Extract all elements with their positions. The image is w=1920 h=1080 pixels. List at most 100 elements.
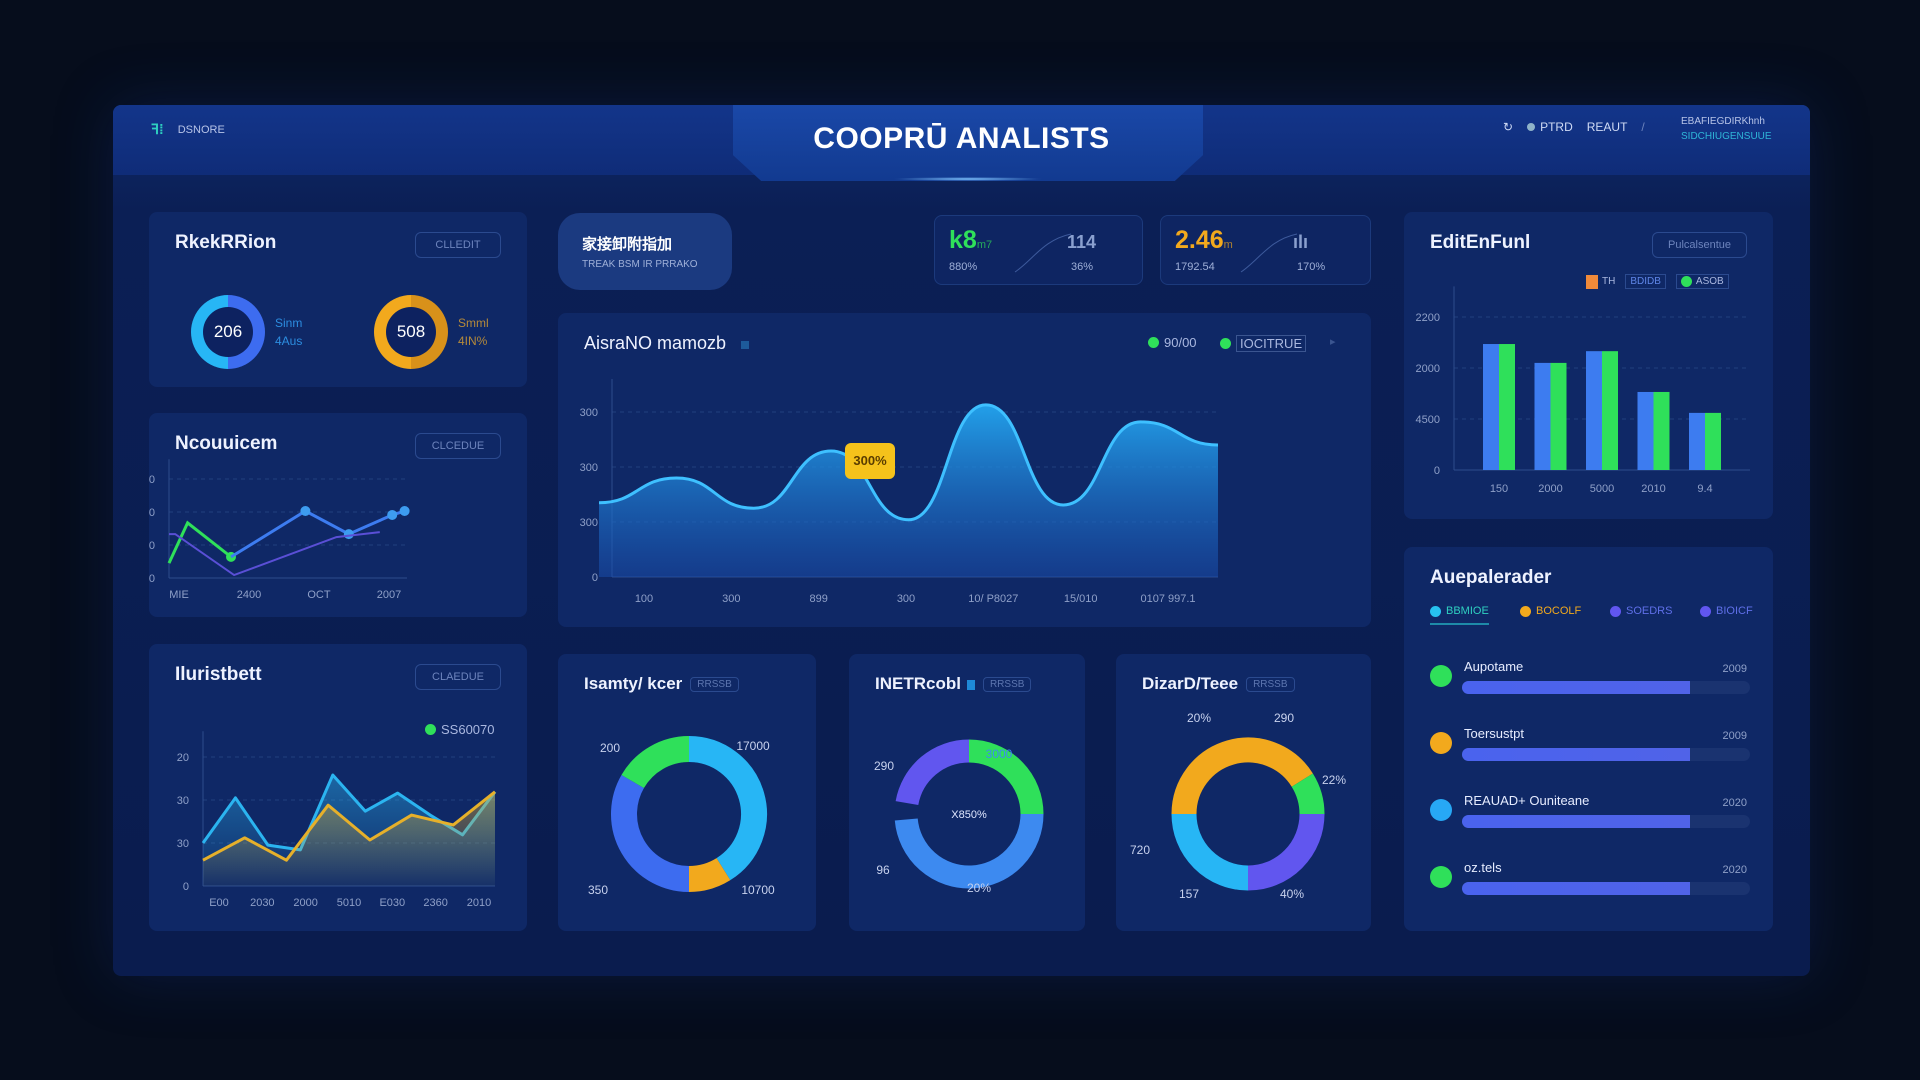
summary-card[interactable]: 家接卸附指加 TREAK BSM IR PRRAKO [558, 213, 732, 290]
gauges-panel: RkekRRion CLLEDIT 206 Sinm 4Aus 508 Smml 4IN% [149, 212, 527, 387]
donut-slice[interactable] [1171, 813, 1249, 891]
panel-button[interactable]: CLCEDUE [415, 433, 501, 459]
item-value: 2020 [1722, 797, 1747, 809]
status-text: PTRD [1540, 120, 1573, 134]
legend-dot-icon [425, 724, 436, 735]
gauge-sub-label: 4Aus [275, 334, 303, 348]
donut-label: 22% [1322, 773, 1346, 787]
item-value: 2009 [1722, 663, 1747, 675]
legend-item-1[interactable]: 90/00 [1148, 335, 1197, 350]
x-tick-label: 15/010 [1064, 593, 1098, 605]
bar[interactable] [1689, 412, 1705, 470]
donut-slice[interactable] [1247, 813, 1325, 891]
donut-label: 10700 [741, 883, 775, 897]
panel-badge[interactable]: RRSSB [982, 677, 1032, 693]
donut-slice[interactable] [1291, 773, 1325, 815]
area-fill [599, 404, 1218, 577]
reset-button[interactable]: REAUT [1586, 120, 1628, 134]
kpi-side-subtext: 36% [1071, 261, 1094, 273]
bar[interactable] [1637, 391, 1654, 470]
donut-label: 290 [1274, 711, 1294, 725]
data-point[interactable] [300, 506, 311, 517]
list-item[interactable]: REAUAD+ Ouniteane 2020 [1404, 793, 1773, 853]
data-point[interactable] [343, 529, 354, 540]
bar[interactable] [1499, 344, 1515, 470]
page-title: COOPRŪ ANALISTS [813, 122, 1110, 155]
legend-label: TH [1602, 276, 1616, 287]
bar[interactable] [1653, 391, 1670, 470]
tab-dot-icon [1610, 605, 1621, 617]
list-item[interactable]: Aupotame 2009 [1404, 659, 1773, 719]
info-icon[interactable] [741, 341, 750, 349]
x-tick-label: 2360 [423, 897, 447, 909]
legend-item[interactable]: TH [1586, 274, 1615, 289]
donut-panel-1: Isamty/ kcer RRSSB 200 17000 350 10700 [558, 654, 816, 931]
donut-slice[interactable] [895, 739, 970, 806]
kpi-sparkline [1240, 233, 1298, 273]
tab-label: BBMIOE [1446, 605, 1489, 617]
logo[interactable]: ꟻ⁞ DSNORE [151, 121, 225, 138]
y-tick-label: 0 [592, 572, 598, 584]
y-tick-label: 4500 [1416, 414, 1440, 426]
tab-label: BIOICF [1716, 605, 1753, 617]
panel-edit-button[interactable]: CLLEDIT [415, 232, 501, 258]
refresh-icon[interactable]: ↻ [1503, 120, 1514, 134]
panel-badge[interactable]: RRSSB [690, 677, 739, 693]
x-tick-label: 2030 [250, 897, 274, 909]
kpi-sparkline [1014, 233, 1072, 273]
bar[interactable] [1705, 412, 1721, 470]
donut-slice[interactable] [1171, 737, 1313, 815]
donut-slice[interactable] [688, 736, 767, 881]
bar[interactable] [1550, 362, 1567, 470]
gauge-labels: Sinm 4Aus [275, 314, 302, 350]
filter-tab[interactable]: BBMIOE [1430, 605, 1489, 625]
list-item[interactable]: oz.tels 2020 [1404, 860, 1773, 920]
bar[interactable] [1483, 344, 1499, 470]
legend-item[interactable]: BDIDB [1625, 274, 1666, 289]
x-tick-label: 5010 [337, 897, 361, 909]
kpi-card[interactable]: k8m7 880% 114 36% [934, 215, 1143, 285]
panel-button[interactable]: CLAEDUE [415, 664, 501, 690]
gauge-value: 206 [203, 307, 253, 357]
y-tick-label: 2200 [1416, 312, 1440, 324]
data-point[interactable] [387, 509, 398, 520]
donut-slice[interactable] [621, 736, 690, 789]
item-name: Toersustpt [1464, 726, 1524, 741]
legend-item[interactable]: ASOB [1675, 274, 1729, 289]
donut-label: 17000 [736, 739, 770, 753]
filter-tab[interactable]: SOEDRS [1610, 605, 1672, 617]
panel-badge[interactable]: RRSSB [1246, 677, 1295, 693]
donut-slice[interactable] [894, 813, 1044, 889]
bar[interactable] [1602, 351, 1618, 470]
list-item[interactable]: Toersustpt 2009 [1404, 726, 1773, 786]
filter-tab[interactable]: BOCOLF [1520, 605, 1581, 617]
gauge-ring: 508 [374, 295, 448, 369]
filter-tab[interactable]: BIOICF [1700, 605, 1753, 617]
gauge-labels: Smml 4IN% [458, 314, 489, 350]
progress-bar [1462, 882, 1750, 895]
status-dot-icon [1430, 799, 1452, 821]
donut-chart: 200 17000 350 10700 [588, 736, 775, 897]
kpi-card[interactable]: 2.46m 1792.54 ılı 170% [1160, 215, 1371, 285]
area-chart: 0 30 30 20 E00 2030 2000 5010 E030 2360 2010 [177, 731, 497, 909]
kpi-value: k8m7 [949, 226, 992, 255]
line-series [169, 531, 380, 577]
donut-slice[interactable] [968, 739, 1044, 815]
legend-item-2[interactable]: IOCITRUE [1220, 335, 1307, 352]
chevron-right-icon[interactable]: ▸ [1330, 336, 1336, 348]
y-tick-label: 100 [149, 507, 155, 519]
donut-slice[interactable] [611, 775, 690, 892]
donut-slice[interactable] [688, 857, 731, 892]
y-tick-label: 30 [177, 795, 189, 807]
kpi-side-subtext: 170% [1297, 261, 1326, 273]
data-point[interactable] [399, 506, 410, 517]
kpi-value-text: k8 [949, 226, 977, 254]
donut-label: 290 [874, 759, 894, 773]
status-dot-icon [1430, 732, 1452, 754]
user-info[interactable]: EBAFIEGDIRKhnh SIDCHIUGENSUUE [1681, 114, 1772, 144]
bar[interactable] [1586, 351, 1602, 470]
panel-button[interactable]: Pulcalsentue [1652, 232, 1747, 258]
bar[interactable] [1534, 362, 1551, 470]
status-dot-icon [1527, 123, 1536, 131]
donut-chart: 20% 290 22% 720 157 40% [1130, 711, 1346, 901]
